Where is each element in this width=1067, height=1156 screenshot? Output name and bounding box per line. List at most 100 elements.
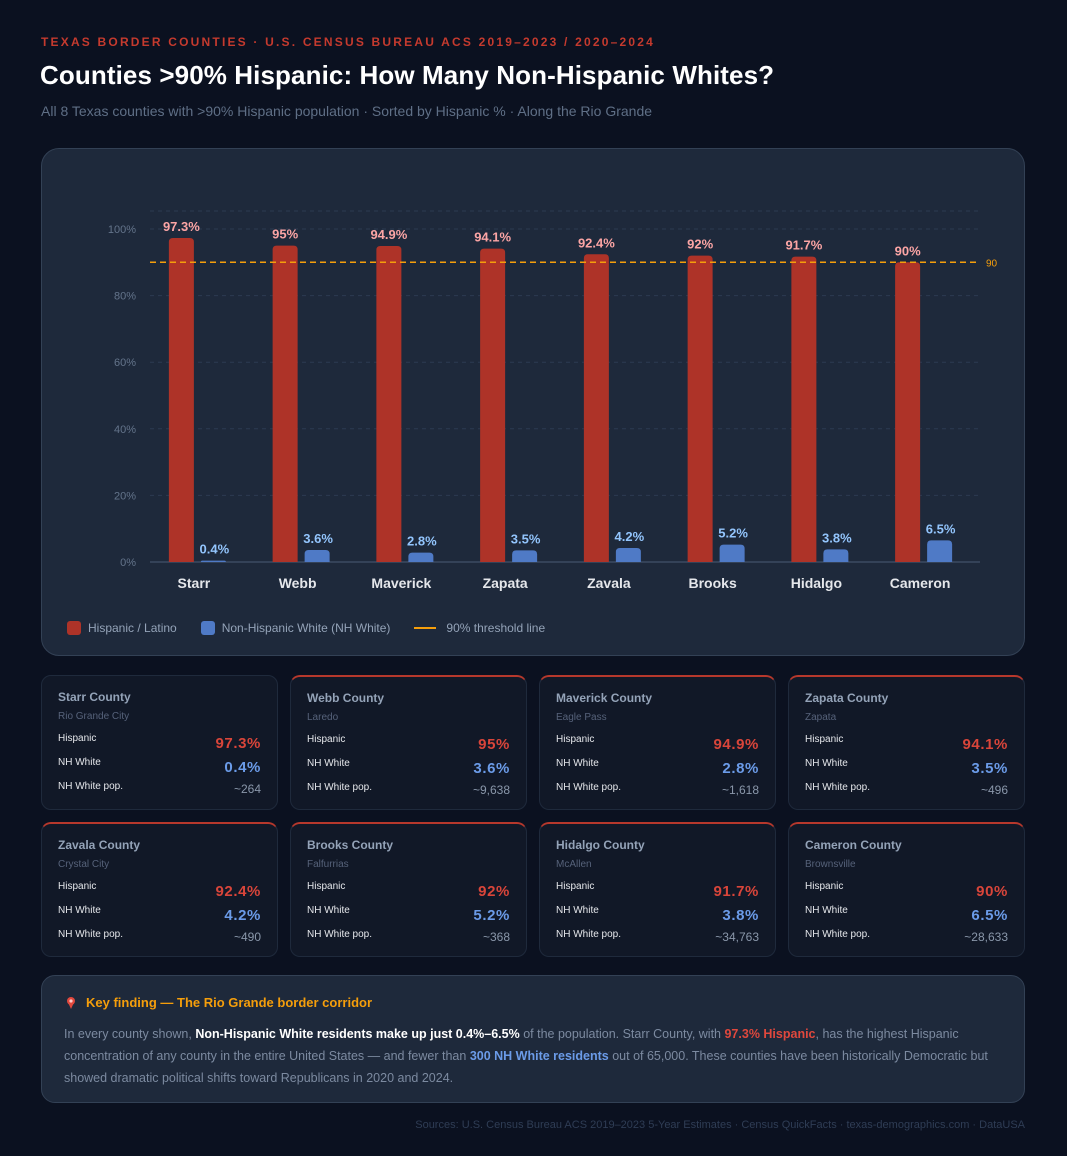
nh-white-pop-value: ~9,638	[472, 783, 510, 797]
hispanic-label: Hispanic	[58, 733, 97, 744]
nh-white-pop-label: NH White pop.	[556, 782, 622, 793]
county-city: Brownsville	[805, 859, 856, 870]
nh-white-pop-value: ~368	[482, 930, 510, 944]
nh-white-value: 3.5%	[971, 760, 1008, 777]
nh-white-data-label: 3.5%	[511, 531, 541, 546]
nh-white-label: NH White	[307, 905, 350, 916]
key-finding-box: Key finding — The Rio Grande border corr…	[41, 975, 1025, 1103]
hispanic-bar	[272, 245, 298, 562]
hispanic-data-label: 92.4%	[578, 235, 615, 250]
county-city: McAllen	[556, 859, 592, 870]
nh-white-bar	[823, 549, 849, 562]
finding-text: In every county shown,	[64, 1027, 196, 1041]
hispanic-bar	[687, 255, 713, 562]
hispanic-label: Hispanic	[556, 734, 595, 745]
hispanic-label: Hispanic	[805, 881, 844, 892]
nh-white-value: 3.8%	[722, 907, 759, 924]
nh-white-pop-value: ~28,633	[964, 930, 1008, 944]
nh-white-row: NH White 4.2%	[58, 903, 261, 927]
nh-white-value: 5.2%	[473, 907, 510, 924]
nh-white-row: NH White 3.8%	[556, 903, 759, 927]
legend-line-threshold	[414, 627, 437, 629]
finding-text: , has the highest Hispanic concentration…	[64, 1027, 959, 1063]
y-tick-label: 20%	[114, 490, 136, 502]
legend-swatch-hispanic	[67, 621, 81, 635]
county-card: Webb County Laredo Hispanic 95% NH White 3.6%…	[290, 675, 527, 810]
legend-item-threshold[interactable]: 90% threshold line	[414, 621, 545, 635]
hispanic-label: Hispanic	[58, 881, 97, 892]
pin-icon	[67, 996, 75, 1009]
nh-white-row: NH White 3.5%	[805, 756, 1008, 780]
nh-white-pop-value: ~490	[233, 930, 261, 944]
hispanic-data-label: 95%	[272, 227, 298, 242]
nh-white-data-label: 3.6%	[303, 531, 333, 546]
hispanic-label: Hispanic	[805, 734, 844, 745]
hispanic-bar	[480, 248, 506, 562]
county-name: Webb County	[307, 691, 385, 705]
x-category-label: Webb	[279, 575, 317, 591]
nh-white-label: NH White	[307, 758, 350, 769]
chart-card: 0% 20% 40% 60% 80% 100% 97.3% 0.4% Starr 95% 3.6% W…	[41, 148, 1025, 656]
nh-white-pop-row: NH White pop. ~368	[307, 927, 510, 951]
nh-white-value: 2.8%	[722, 760, 759, 777]
kicker-label: TEXAS BORDER COUNTIES · U.S. CENSUS BURE…	[41, 35, 655, 49]
legend-swatch-nh-white	[200, 621, 215, 635]
county-card: Zapata County Zapata Hispanic 94.1% NH White…	[788, 675, 1025, 810]
hispanic-row: Hispanic 92%	[307, 879, 510, 903]
county-city: Rio Grande City	[58, 711, 130, 722]
hispanic-row: Hispanic 92.4%	[58, 879, 261, 903]
hispanic-value: 94.9%	[713, 736, 759, 753]
hispanic-bar	[791, 256, 817, 562]
county-city: Falfurrias	[307, 859, 349, 870]
hispanic-bar	[583, 254, 609, 563]
hispanic-data-label: 94.9%	[370, 227, 407, 242]
finding-text: out of 65,000. These counties have been …	[64, 1049, 988, 1085]
county-name: Starr County	[58, 690, 131, 704]
nh-white-label: NH White	[805, 758, 848, 769]
hispanic-data-label: 91.7%	[785, 238, 822, 253]
legend-item-hispanic[interactable]: Hispanic / Latino	[67, 621, 177, 635]
x-category-label: Starr	[178, 575, 211, 591]
nh-white-pop-row: NH White pop. ~9,638	[307, 780, 510, 804]
hispanic-label: Hispanic	[307, 734, 346, 745]
hispanic-label: Hispanic	[307, 881, 346, 892]
hispanic-row: Hispanic 95%	[307, 732, 510, 756]
nh-white-bar	[615, 548, 641, 562]
nh-white-label: NH White	[805, 905, 848, 916]
county-city: Crystal City	[58, 859, 110, 870]
hispanic-row: Hispanic 94.1%	[805, 732, 1008, 756]
nh-white-row: NH White 3.6%	[307, 756, 510, 780]
y-tick-label: 40%	[114, 424, 136, 436]
legend-label-nh-white: Non-Hispanic White (NH White)	[221, 621, 391, 635]
hispanic-data-label: 97.3%	[163, 219, 200, 234]
county-city: Eagle Pass	[556, 712, 607, 723]
nh-white-row: NH White 2.8%	[556, 756, 759, 780]
nh-white-pop-row: NH White pop. ~264	[58, 779, 261, 803]
nh-white-pop-row: NH White pop. ~28,633	[805, 927, 1008, 951]
key-finding-body: In every county shown, Non-Hispanic Whit…	[64, 1023, 1002, 1089]
x-category-label: Brooks	[689, 575, 737, 591]
hispanic-value: 91.7%	[713, 883, 759, 900]
hispanic-label: Hispanic	[556, 881, 595, 892]
x-category-label: Cameron	[890, 575, 951, 591]
x-category-label: Zapata	[483, 575, 528, 591]
nh-white-row: NH White 0.4%	[58, 755, 261, 779]
county-card: Zavala County Crystal City Hispanic 92.4% NH…	[41, 822, 278, 957]
bar-chart: 0% 20% 40% 60% 80% 100% 97.3% 0.4% Starr 95% 3.6% W…	[108, 210, 998, 591]
nh-white-data-label: 2.8%	[407, 534, 437, 549]
key-finding-title: Key finding — The Rio Grande border corr…	[86, 995, 373, 1010]
nh-white-pop-row: NH White pop. ~490	[58, 927, 261, 951]
finding-highlight-white: Non-Hispanic White residents make up jus…	[195, 1027, 520, 1041]
hispanic-row: Hispanic 94.9%	[556, 732, 759, 756]
county-name: Zavala County	[58, 838, 141, 852]
threshold-label: 90	[986, 258, 998, 269]
legend-item-nh-white[interactable]: Non-Hispanic White (NH White)	[200, 621, 391, 635]
nh-white-bar	[719, 544, 745, 562]
hispanic-data-label: 94.1%	[474, 230, 511, 245]
hispanic-row: Hispanic 97.3%	[58, 731, 261, 755]
hispanic-value: 94.1%	[962, 736, 1008, 753]
nh-white-pop-label: NH White pop.	[58, 929, 124, 940]
nh-white-label: NH White	[556, 905, 599, 916]
y-tick-label: 60%	[114, 357, 136, 369]
legend-label-threshold: 90% threshold line	[446, 621, 546, 635]
